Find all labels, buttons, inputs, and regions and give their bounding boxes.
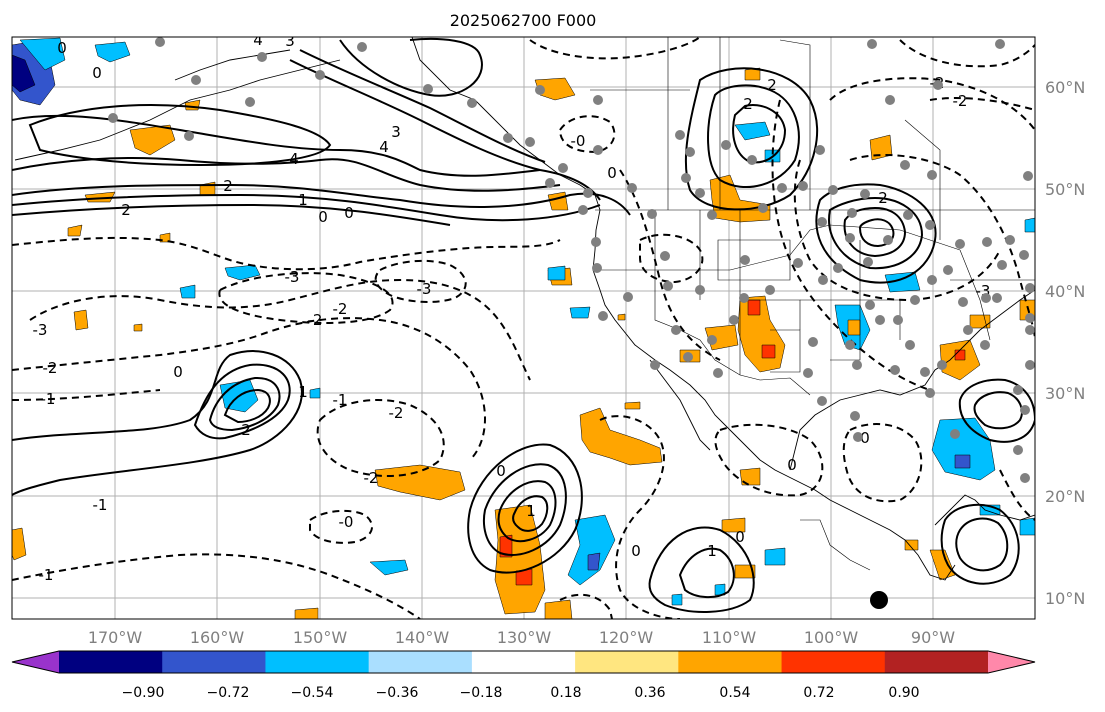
contour-label: 0 <box>860 429 870 447</box>
lat-tick-label: 30°N <box>1045 384 1085 403</box>
colorbar-tick-label: 0.54 <box>719 685 750 701</box>
contour-label: -3 <box>285 268 300 286</box>
colorbar-tick-label: 0.18 <box>550 685 581 701</box>
contour-label: 0 <box>735 528 745 546</box>
contour-label: 0 <box>318 208 328 226</box>
contour-label: -2 <box>308 311 323 329</box>
contour-label: 1 <box>707 542 717 560</box>
lat-tick-label: 60°N <box>1045 78 1085 97</box>
contour-label: -0 <box>339 513 354 531</box>
lon-tick-label: 120°W <box>599 628 654 647</box>
lon-tick-label: 130°W <box>497 628 552 647</box>
colorbar-segment <box>575 651 679 673</box>
lon-tick-label: 160°W <box>190 628 245 647</box>
colorbar-tick-label: −0.18 <box>460 685 503 701</box>
contour-label: 0 <box>631 542 641 560</box>
colorbar-outline <box>11 650 1036 674</box>
colorbar-tick-label: 0.90 <box>888 685 919 701</box>
colorbar-segment <box>162 651 266 673</box>
lon-tick-label: 150°W <box>293 628 348 647</box>
political-borders <box>590 37 1035 571</box>
colorbar-tick-label: −0.36 <box>376 685 419 701</box>
contour-label: -2 <box>953 92 968 110</box>
contour-label: -2 <box>333 300 348 318</box>
lat-tick-label: 40°N <box>1045 282 1085 301</box>
lat-tick-label: 10°N <box>1045 589 1085 608</box>
contour-label: 2 <box>767 76 777 94</box>
contour-label: 0 <box>607 164 617 182</box>
lon-axis-labels: 170°W 160°W 150°W 140°W 130°W 120°W 110°… <box>88 628 955 647</box>
colorbar <box>11 650 1036 674</box>
colorbar-segment <box>781 651 886 673</box>
colorbar-tick-label: 0.72 <box>803 685 834 701</box>
black-marker <box>870 591 888 609</box>
map-panel: 0 0 4 3 3 4 4 2 2 1 0 0 2 2 -3 -3 -3 -2 … <box>12 31 1035 619</box>
contour-label: 1 <box>526 502 536 520</box>
colorbar-segment <box>884 651 989 673</box>
contour-label: 3 <box>285 32 295 50</box>
colorbar-extend-high <box>988 651 1035 673</box>
contour-label: 4 <box>289 150 299 168</box>
colorbar-segment <box>265 651 370 673</box>
contour-label: 2 <box>223 177 233 195</box>
lon-tick-label: 110°W <box>702 628 757 647</box>
contour-label: 0 <box>173 363 183 381</box>
station-markers <box>108 37 1035 483</box>
contour-label: 2 <box>878 189 888 207</box>
contour-label: 4 <box>379 138 389 156</box>
colorbar-tick-label: 0.36 <box>634 685 665 701</box>
contour-label: 2 <box>743 95 753 113</box>
shaded-regions <box>12 37 1035 619</box>
contour-label: 4 <box>253 31 263 49</box>
colorbar-segment <box>471 651 576 673</box>
lat-tick-label: 50°N <box>1045 180 1085 199</box>
contour-label: -1 <box>39 566 54 584</box>
contour-label: 1 <box>298 191 308 209</box>
contour-label: -3 <box>417 280 432 298</box>
contour-label: -1 <box>333 391 348 409</box>
colorbar-segment <box>368 651 473 673</box>
colorbar-segment <box>678 651 783 673</box>
colorbar-segment <box>59 651 163 673</box>
colorbar-tick-labels: −0.90 −0.72 −0.54 −0.36 −0.18 0.18 0.36 … <box>122 685 920 701</box>
colorbar-tick-label: −0.72 <box>207 685 250 701</box>
contour-label: 0 <box>92 64 102 82</box>
lon-tick-label: 140°W <box>395 628 450 647</box>
contour-label: 0 <box>57 39 67 57</box>
contour-label: -1 <box>93 496 108 514</box>
lon-tick-label: 170°W <box>88 628 143 647</box>
lat-axis-labels: 60°N 50°N 40°N 30°N 20°N 10°N <box>1045 78 1085 608</box>
colorbar-extend-low <box>12 651 59 673</box>
contour-label: 2 <box>121 201 131 219</box>
contour-label: 2 <box>241 421 251 439</box>
colorbar-tick-label: −0.90 <box>122 685 165 701</box>
contour-label: 0 <box>344 204 354 222</box>
lat-tick-label: 20°N <box>1045 487 1085 506</box>
map-title: 2025062700 F000 <box>450 11 597 30</box>
lon-tick-label: 100°W <box>804 628 859 647</box>
colorbar-tick-label: −0.54 <box>291 685 334 701</box>
lon-tick-label: 90°W <box>911 628 955 647</box>
contour-lines <box>12 37 1035 613</box>
contour-label: -3 <box>33 321 48 339</box>
contour-label: 0 <box>496 462 506 480</box>
contour-label: -0 <box>571 132 586 150</box>
contour-label: 1 <box>298 383 308 401</box>
contour-label: 0 <box>787 456 797 474</box>
contour-label: 3 <box>391 123 401 141</box>
contour-label: -1 <box>41 390 56 408</box>
contour-lines-negative <box>12 37 1035 619</box>
contour-label: -2 <box>389 404 404 422</box>
contour-label: -2 <box>364 469 379 487</box>
contour-label: -2 <box>43 359 58 377</box>
map-frame <box>11 36 1036 620</box>
